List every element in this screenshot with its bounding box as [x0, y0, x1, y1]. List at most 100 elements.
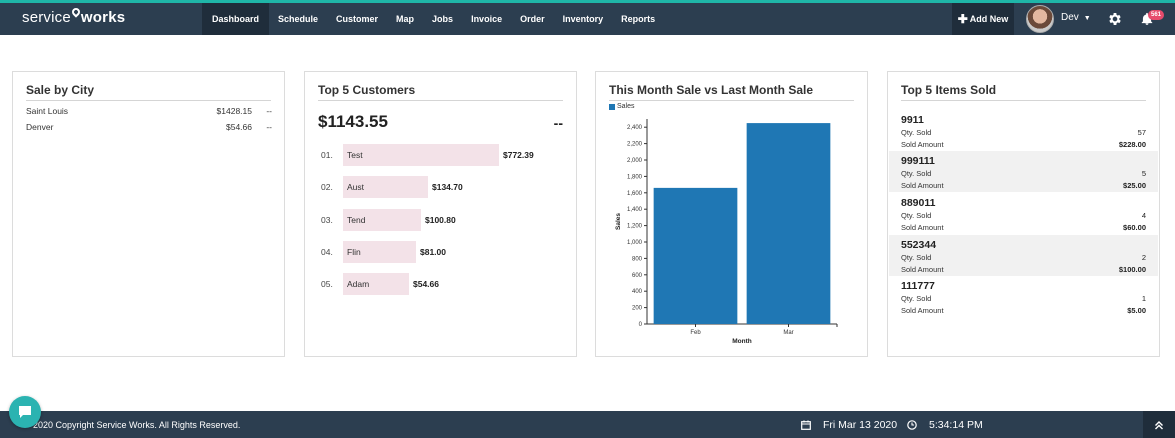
- amount-label: Sold Amount: [901, 265, 944, 274]
- customer-amount: $100.80: [425, 215, 456, 225]
- customer-name: Aust: [347, 182, 365, 192]
- y-axis-label: Sales: [615, 213, 622, 230]
- top-items-card: Top 5 Items Sold 9911 Qty. Sold 57 Sold Amo…: [887, 71, 1160, 357]
- plus-icon: ✚: [957, 12, 968, 26]
- qty-value: 5: [1141, 169, 1146, 178]
- qty-label: Qty. Sold: [901, 128, 932, 137]
- customer-amount: $81.00: [420, 247, 446, 257]
- qty-value: 57: [1137, 128, 1146, 137]
- qty-value: 4: [1141, 211, 1146, 220]
- nav-dashboard[interactable]: Dashboard: [202, 3, 270, 35]
- customer-amount: $772.39: [503, 150, 534, 160]
- gear-icon[interactable]: [1107, 11, 1123, 27]
- item-row: 9911 Qty. Sold 57 Sold Amount $228.00: [889, 110, 1158, 151]
- caret-down-icon: ▼: [1083, 15, 1091, 22]
- y-tick-label: 1,000: [627, 240, 643, 246]
- customer-row: 01. Test $772.39: [321, 144, 534, 166]
- sales-bar: [746, 123, 831, 324]
- amount-label: Sold Amount: [901, 181, 944, 190]
- city-row: Denver $54.66 --: [26, 122, 272, 132]
- copyright-text: 2020 Copyright Service Works. All Rights…: [33, 420, 241, 430]
- customer-bar[interactable]: Aust: [343, 176, 428, 198]
- customer-name: Test: [347, 150, 363, 160]
- city-amount: $1428.15: [216, 106, 252, 116]
- customer-name: Adam: [347, 279, 370, 289]
- nav-invoice[interactable]: Invoice: [471, 14, 503, 24]
- y-tick-label: 2,400: [627, 125, 643, 131]
- current-date: Fri Mar 13 2020: [823, 419, 898, 431]
- chat-button[interactable]: [9, 396, 41, 428]
- amount-label: Sold Amount: [901, 140, 944, 149]
- nav-map[interactable]: Map: [396, 14, 415, 24]
- nav-customer[interactable]: Customer: [336, 14, 379, 24]
- customer-bar[interactable]: Tend: [343, 209, 421, 231]
- item-code: 552344: [901, 239, 937, 251]
- calendar-icon: [801, 420, 811, 430]
- item-code: 111777: [901, 280, 935, 292]
- y-tick-label: 1,600: [627, 191, 643, 197]
- customer-rank: 01.: [321, 150, 333, 160]
- card-title: This Month Sale vs Last Month Sale: [609, 83, 814, 97]
- customer-bar[interactable]: Test: [343, 144, 499, 166]
- y-tick-label: 2,200: [627, 142, 643, 148]
- top-customers-card: Top 5 Customers $1143.55 -- 01. Test $77…: [304, 71, 577, 357]
- qty-label: Qty. Sold: [901, 169, 932, 178]
- y-tick-label: 800: [632, 256, 643, 262]
- customer-bar[interactable]: Flin: [343, 241, 416, 263]
- amount-value: $25.00: [1123, 181, 1146, 190]
- nav-inventory[interactable]: Inventory: [562, 14, 604, 24]
- legend-swatch: [609, 103, 615, 110]
- customer-row: 02. Aust $134.70: [321, 176, 463, 198]
- brand-name-left: service: [22, 9, 71, 26]
- divider: [26, 100, 271, 101]
- card-title: Top 5 Customers: [318, 83, 416, 97]
- item-row: 111777 Qty. Sold 1 Sold Amount $5.00: [889, 276, 1158, 317]
- scroll-top-button[interactable]: [1143, 411, 1175, 438]
- amount-value: $60.00: [1123, 223, 1146, 232]
- brand-name-right: works: [80, 9, 126, 26]
- notification-badge: 561: [1148, 10, 1165, 20]
- customers-total: $1143.55: [318, 112, 388, 131]
- footer: 2020 Copyright Service Works. All Rights…: [0, 411, 1175, 438]
- item-row: 552344 Qty. Sold 2 Sold Amount $100.00: [889, 235, 1158, 276]
- x-tick-label: Feb: [690, 330, 701, 336]
- customer-row: 05. Adam $54.66: [321, 273, 439, 295]
- user-menu[interactable]: Dev ▼: [1061, 12, 1091, 23]
- customer-name: Tend: [347, 215, 366, 225]
- chart-legend: Sales: [609, 103, 635, 110]
- qty-label: Qty. Sold: [901, 253, 932, 262]
- legend-label: Sales: [617, 103, 635, 110]
- customer-rank: 05.: [321, 279, 333, 289]
- add-new-button[interactable]: ✚ Add New: [952, 3, 1014, 35]
- nav-jobs[interactable]: Jobs: [432, 14, 454, 24]
- customers-change: --: [553, 115, 563, 131]
- city-amount: $54.66: [226, 122, 252, 132]
- avatar[interactable]: [1026, 5, 1054, 33]
- customer-bar[interactable]: Adam: [343, 273, 409, 295]
- sales-bar: [653, 187, 738, 324]
- divider: [901, 100, 1146, 101]
- location-pin-icon: [70, 6, 82, 18]
- nav-schedule[interactable]: Schedule: [278, 14, 319, 24]
- main-nav: Dashboard Schedule Customer Map Jobs Inv…: [202, 3, 664, 35]
- nav-order[interactable]: Order: [520, 14, 545, 24]
- top-navbar: service works Dashboard Schedule Customer…: [0, 3, 1175, 35]
- y-tick-label: 400: [632, 289, 643, 295]
- y-tick-label: 600: [632, 273, 643, 279]
- customer-amount: $134.70: [432, 182, 463, 192]
- customer-rank: 03.: [321, 215, 333, 225]
- amount-value: $5.00: [1127, 306, 1146, 315]
- double-chevron-up-icon: [1155, 420, 1163, 429]
- y-tick-label: 2,000: [627, 158, 643, 164]
- item-code: 9911: [901, 114, 924, 126]
- add-new-label: Add New: [969, 14, 1009, 24]
- customer-row: 04. Flin $81.00: [321, 241, 446, 263]
- card-title: Sale by City: [26, 83, 95, 97]
- brand-logo[interactable]: service works: [22, 6, 126, 26]
- month-sale-card: This Month Sale vs Last Month Sale Sales…: [595, 71, 868, 357]
- y-tick-label: 1,400: [627, 207, 643, 213]
- item-row: 889011 Qty. Sold 4 Sold Amount $60.00: [889, 193, 1158, 234]
- qty-label: Qty. Sold: [901, 211, 932, 220]
- y-tick-label: 1,800: [627, 174, 643, 180]
- nav-reports[interactable]: Reports: [621, 14, 656, 24]
